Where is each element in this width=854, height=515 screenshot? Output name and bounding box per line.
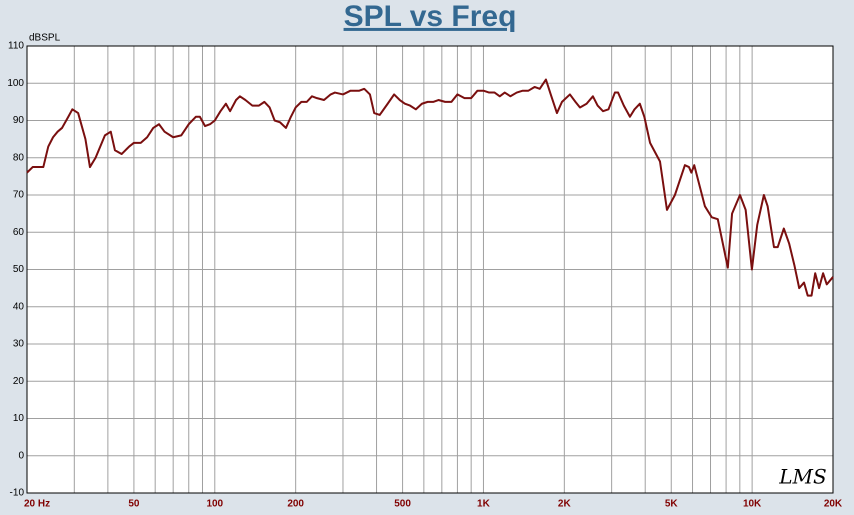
x-tick-label: 50 (128, 499, 140, 510)
y-tick-label: 60 (13, 227, 25, 238)
annotation: LMS (778, 465, 826, 489)
y-tick-label: -10 (10, 488, 25, 499)
plot-border (26, 45, 834, 494)
chart-title: SPL vs Freq (344, 0, 517, 33)
y-tick-label: 110 (8, 41, 24, 52)
y-tick-label: 80 (13, 152, 25, 163)
y-tick-label: 70 (13, 190, 25, 201)
y-tick-label: 50 (13, 264, 25, 275)
y-tick-label: 10 (13, 413, 25, 424)
x-tick-label: 5K (665, 499, 679, 510)
y-axis-label: dBSPL (29, 33, 61, 44)
x-tick-label: 20K (824, 499, 843, 510)
y-tick-label: 0 (18, 450, 24, 461)
x-tick-label: 2K (558, 499, 572, 510)
x-tick-label: 200 (287, 499, 304, 510)
x-tick-label: 10K (743, 499, 762, 510)
x-tick-label: 20 Hz (24, 499, 50, 510)
y-tick-label: 20 (13, 376, 25, 387)
y-tick-label: 40 (13, 301, 25, 312)
y-tick-label: 100 (7, 78, 24, 89)
line-series (26, 78, 834, 297)
x-tick-label: 500 (394, 499, 411, 510)
y-tick-label: 90 (13, 115, 25, 126)
x-tick-label: 100 (206, 499, 223, 510)
y-tick-label: 30 (13, 339, 25, 350)
x-tick-label: 1K (477, 499, 491, 510)
